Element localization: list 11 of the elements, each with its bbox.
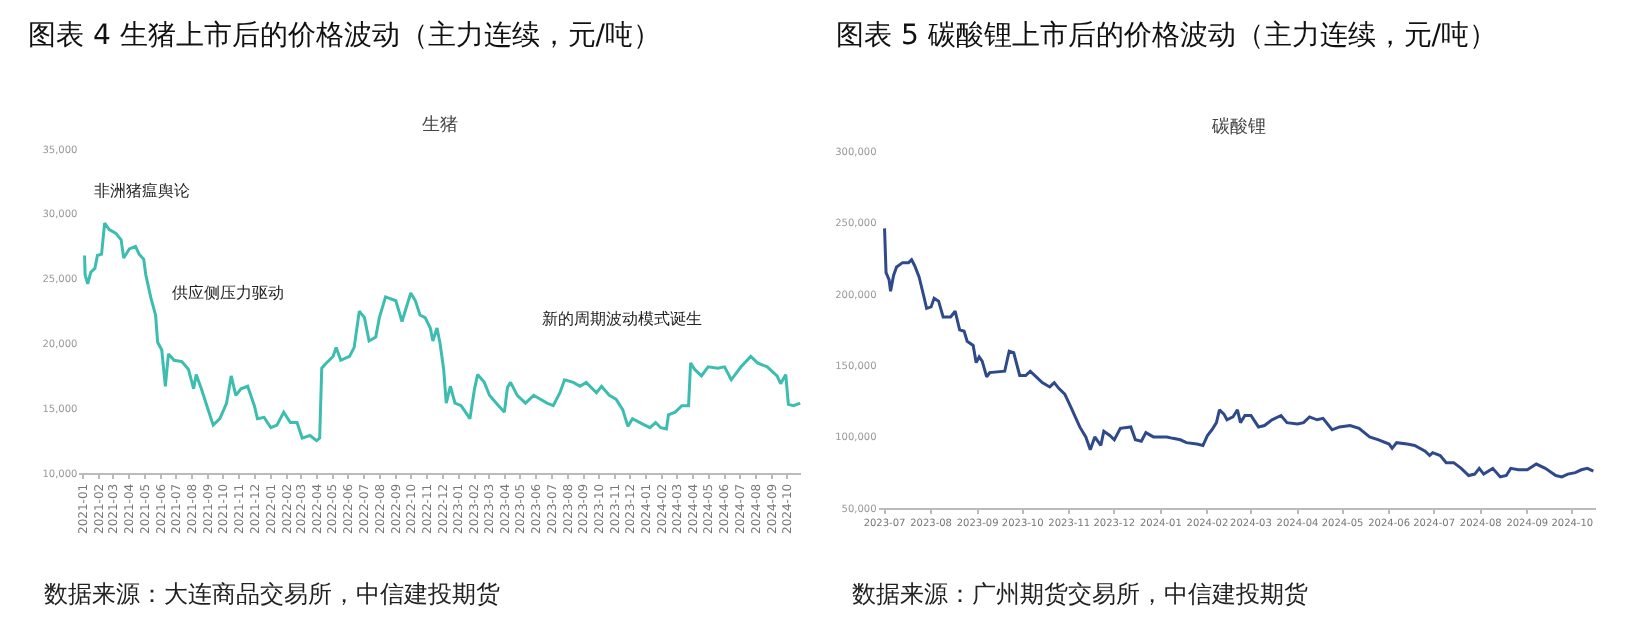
chart-title: 图表 5 碳酸锂上市后的价格波动（主力连续，元/吨） xyxy=(836,20,1498,52)
chart-subtitle: 碳酸锂 xyxy=(1210,116,1266,138)
annotation: 非洲猪瘟舆论 xyxy=(94,182,190,200)
source-note: 数据来源：大连商品交易所，中信建投期货 xyxy=(44,580,500,608)
line-series xyxy=(83,221,802,443)
chart-subtitle: 生猪 xyxy=(422,114,458,136)
line-series xyxy=(883,226,1595,479)
chart-title: 图表 4 生猪上市后的价格波动（主力连续，元/吨） xyxy=(28,20,662,52)
annotation: 新的周期波动模式诞生 xyxy=(542,310,702,328)
annotation: 供应侧压力驱动 xyxy=(172,284,284,302)
source-note: 数据来源：广州期货交易所，中信建投期货 xyxy=(852,580,1308,608)
